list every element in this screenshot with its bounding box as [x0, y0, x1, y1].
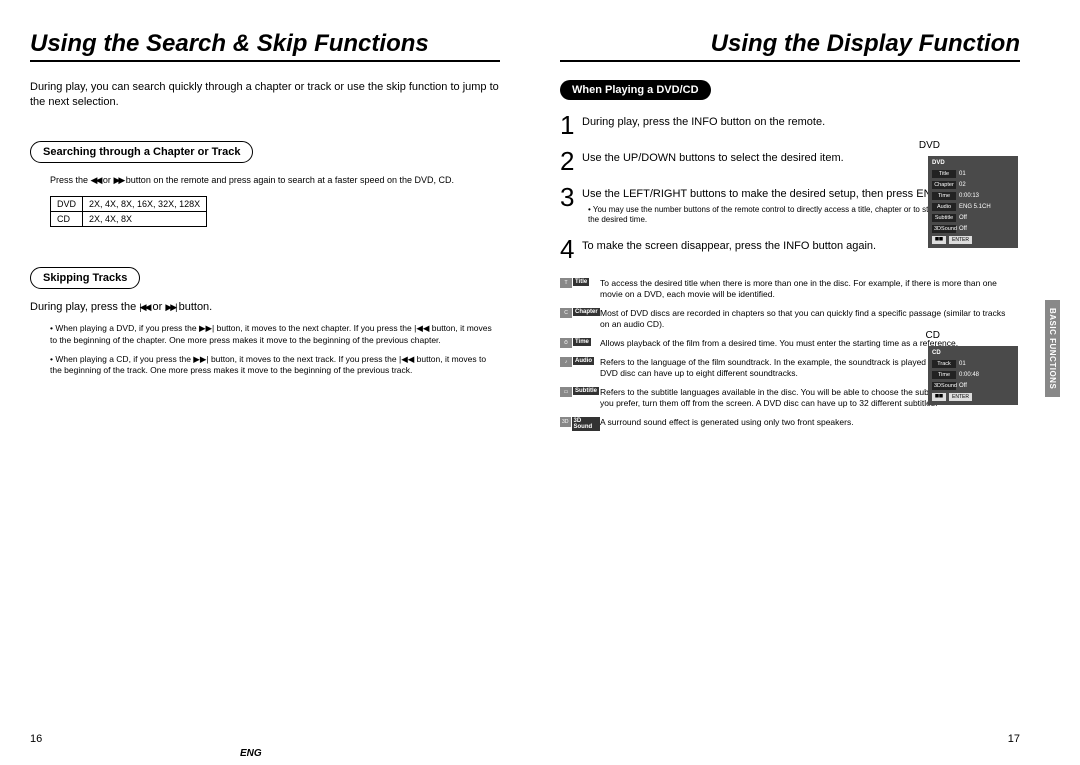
- intro-text: During play, you can search quickly thro…: [30, 80, 500, 111]
- section-when-playing: When Playing a DVD/CD: [560, 80, 711, 100]
- lang-left: ENG: [240, 748, 262, 759]
- table-row: DVD2X, 4X, 8X, 16X, 32X, 128X: [51, 197, 207, 212]
- bullet-cd: • When playing a CD, if you press the ▶▶…: [50, 354, 500, 376]
- dvd-osd-label: DVD: [919, 140, 940, 151]
- section-skipping: Skipping Tracks: [30, 267, 140, 289]
- speed-table: DVD2X, 4X, 8X, 16X, 32X, 128X CD2X, 4X, …: [50, 196, 207, 227]
- def-chapter: CChapterMost of DVD discs are recorded i…: [560, 308, 1010, 330]
- def-3dsound: 3D3D SoundA surround sound effect is gen…: [560, 417, 1010, 431]
- left-page: Using the Search & Skip Functions During…: [0, 0, 520, 765]
- page-title-left: Using the Search & Skip Functions: [30, 30, 500, 62]
- page-title-right: Using the Display Function: [560, 30, 1020, 62]
- section-searching: Searching through a Chapter or Track: [30, 141, 253, 163]
- search-instruction: Press the ◀◀ or ▶▶ button on the remote …: [50, 175, 500, 187]
- bullet-dvd: • When playing a DVD, if you press the ▶…: [50, 323, 500, 345]
- cd-osd-label: CD: [926, 330, 940, 341]
- def-title: TTitleTo access the desired title when t…: [560, 278, 1010, 300]
- skip-instruction: During play, press the |◀◀ or ▶▶| button…: [30, 301, 500, 313]
- page-number-right: 17: [1008, 733, 1020, 745]
- rewind-icon: ◀◀: [91, 175, 101, 185]
- prev-track-icon: |◀◀: [139, 302, 149, 312]
- step-1: 1 During play, press the INFO button on …: [560, 112, 1010, 138]
- side-tab: BASIC FUNCTIONS: [1045, 300, 1060, 397]
- dvd-osd-panel: DVD Title01 Chapter02 Time0:00:13 AudioE…: [928, 156, 1018, 248]
- right-page: Using the Display Function When Playing …: [540, 0, 1060, 765]
- next-track-icon: ▶▶|: [165, 302, 175, 312]
- table-row: CD2X, 4X, 8X: [51, 212, 207, 227]
- forward-icon: ▶▶: [113, 175, 123, 185]
- cd-osd-panel: CD Track01 Time0:00:48 3DSoundOff ⯀⯀ENTE…: [928, 346, 1018, 405]
- page-number-left: 16: [30, 733, 42, 745]
